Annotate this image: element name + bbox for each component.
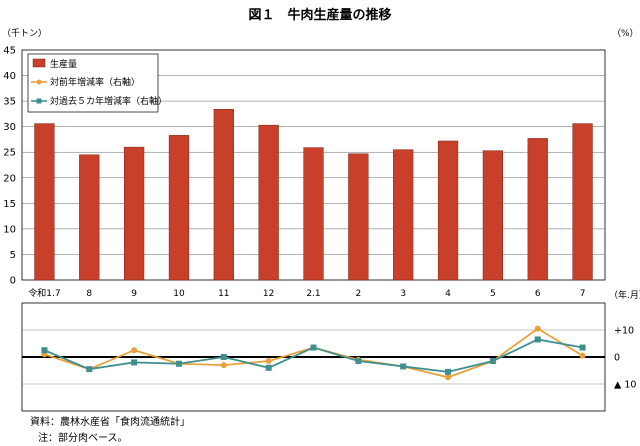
bar	[258, 124, 279, 281]
bar	[168, 135, 190, 281]
point-5yr	[489, 358, 496, 365]
point-yoy	[445, 374, 452, 381]
bar	[393, 149, 414, 281]
point-5yr	[220, 354, 227, 360]
bar	[34, 123, 55, 281]
x-tick-label: 9	[131, 289, 137, 299]
point-yoy	[534, 325, 541, 332]
bar	[123, 146, 145, 281]
x-axis-label: （年.月）	[609, 289, 640, 301]
point-5yr	[131, 359, 138, 366]
y-tick-label: 35	[3, 97, 16, 108]
bar	[572, 123, 593, 281]
y-tick-label: 40	[3, 71, 16, 82]
legend-box	[27, 53, 159, 113]
chart-title: 図１ 牛肉生産量の推移	[248, 7, 391, 23]
y-tick-label: 25	[3, 148, 16, 159]
point-yoy	[131, 347, 138, 354]
footnote: 注：部分肉ベース。	[38, 431, 128, 444]
y-tick-label: 20	[3, 173, 16, 184]
y-tick-label: 30	[3, 122, 16, 133]
point-5yr	[265, 364, 272, 371]
legend-label-production: 生産量	[50, 58, 77, 70]
point-5yr	[175, 360, 182, 367]
point-yoy	[579, 352, 586, 359]
bar	[437, 140, 459, 281]
x-tick-label: 2.1	[306, 289, 320, 299]
bar	[348, 153, 369, 281]
x-tick-label: 令和1.7	[28, 287, 60, 299]
line-plot-area: +10 0 ▲ 10	[21, 302, 636, 412]
point-5yr	[86, 366, 93, 373]
y-tick-label: 0	[10, 276, 16, 287]
x-tick-label: 5	[490, 289, 496, 299]
x-tick-label: 7	[580, 289, 586, 299]
y-tick-label: 10	[3, 224, 16, 235]
point-5yr	[400, 363, 407, 370]
y-axis-label-left: （千トン）	[2, 28, 47, 39]
point-5yr	[355, 358, 362, 365]
legend-label-5yr: 対過去５カ年増減率（右軸）	[50, 95, 167, 107]
point-5yr	[445, 368, 452, 375]
x-tick-label: 11	[218, 289, 229, 299]
y-tick-label: 45	[3, 46, 16, 57]
y-tick-label: 15	[3, 199, 16, 210]
point-5yr	[41, 347, 48, 354]
x-tick-label: 8	[86, 289, 92, 299]
legend-label-yoy: 対前年増減率（右軸）	[50, 76, 140, 88]
x-tick-label: 4	[445, 289, 451, 299]
point-yoy	[265, 358, 272, 365]
legend-marker-5yr	[36, 98, 42, 104]
x-tick-label: 3	[400, 289, 406, 299]
source-note: 資料：農林水産省「食肉流通統計」	[30, 415, 190, 428]
y-tick-label: 5	[10, 250, 16, 261]
bar	[213, 109, 234, 281]
x-tick-label: 2	[355, 289, 361, 299]
legend-marker-yoy	[36, 79, 42, 85]
right-tick-label: ▲ 10	[614, 380, 636, 391]
point-5yr	[579, 344, 586, 351]
legend-swatch-production	[32, 58, 46, 68]
point-yoy	[220, 362, 227, 369]
point-5yr	[534, 336, 541, 343]
bar	[482, 150, 504, 281]
x-tick-label: 12	[263, 289, 274, 299]
y-axis-label-right: （%）	[612, 28, 639, 39]
bar	[303, 147, 324, 281]
x-tick-label: 6	[535, 289, 541, 299]
x-tick-label: 10	[173, 289, 185, 299]
right-tick-label: +10	[614, 326, 634, 337]
bar	[79, 154, 100, 281]
point-5yr	[310, 344, 317, 351]
bar	[527, 138, 548, 281]
right-tick-label: 0	[614, 353, 620, 364]
